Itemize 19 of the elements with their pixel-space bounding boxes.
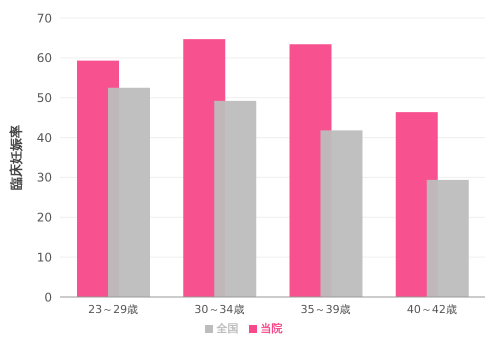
- legend-label: 当院: [260, 322, 282, 335]
- x-tick-label: 35～39歳: [300, 302, 351, 316]
- y-axis-title: 臨床妊娠率: [8, 125, 25, 190]
- bar: [426, 180, 469, 297]
- y-tick-label: 30: [36, 170, 52, 185]
- x-tick-label: 23～29歳: [88, 302, 138, 316]
- y-tick-label: 50: [36, 90, 52, 105]
- x-tick-label: 30～34歳: [194, 302, 244, 316]
- y-tick-label: 70: [36, 11, 52, 26]
- x-tick-label: 40～42歳: [406, 302, 457, 316]
- bar: [108, 88, 150, 297]
- y-tick-label: 10: [36, 250, 52, 264]
- legend-label: 全国: [216, 322, 238, 335]
- bar: [214, 100, 256, 297]
- y-tick-label: 0: [44, 290, 52, 304]
- y-tick-label: 60: [36, 51, 52, 66]
- y-tick-label: 20: [36, 210, 52, 225]
- y-tick-label: 40: [36, 130, 52, 145]
- bar: [320, 130, 362, 297]
